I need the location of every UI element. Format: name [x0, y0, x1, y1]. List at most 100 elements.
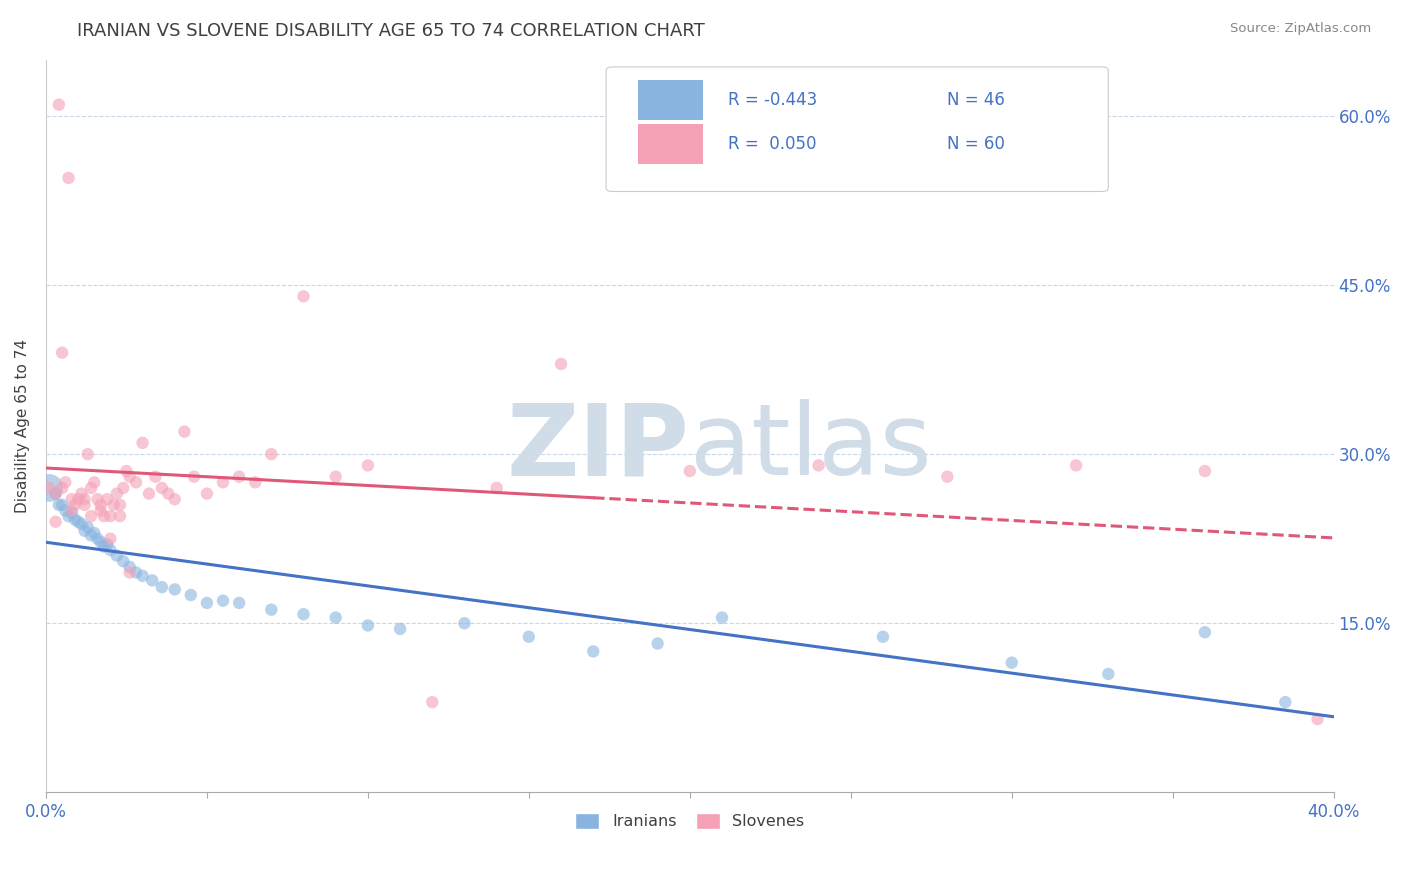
Point — [70, 516, 93, 531]
Point — [73, 524, 96, 538]
Point — [98, 532, 121, 546]
Point — [125, 566, 148, 580]
Point — [1274, 695, 1296, 709]
Point — [325, 610, 347, 624]
Point — [86, 492, 108, 507]
Point — [45, 486, 67, 500]
Point — [1194, 625, 1216, 640]
Point — [150, 580, 173, 594]
Point — [83, 475, 105, 490]
Point — [105, 486, 128, 500]
Point — [485, 481, 508, 495]
Point — [517, 630, 540, 644]
Point — [51, 498, 73, 512]
Point — [711, 610, 734, 624]
Point — [131, 435, 153, 450]
FancyBboxPatch shape — [638, 124, 703, 164]
Point — [58, 509, 80, 524]
Text: R =  0.050: R = 0.050 — [728, 135, 817, 153]
Point — [145, 469, 167, 483]
Point — [180, 588, 202, 602]
Point — [90, 535, 112, 549]
Point — [73, 498, 96, 512]
Point — [48, 498, 70, 512]
Point — [212, 593, 235, 607]
Point — [108, 509, 131, 524]
Point — [70, 486, 93, 500]
Point — [325, 469, 347, 483]
Point — [58, 171, 80, 186]
Point — [115, 464, 138, 478]
Point — [118, 469, 141, 483]
Point — [195, 596, 218, 610]
Point — [292, 607, 315, 622]
Point — [90, 498, 112, 512]
Y-axis label: Disability Age 65 to 74: Disability Age 65 to 74 — [15, 339, 30, 513]
Point — [157, 486, 180, 500]
Point — [76, 447, 98, 461]
Point — [53, 475, 76, 490]
Point — [679, 464, 702, 478]
Text: N = 46: N = 46 — [948, 91, 1005, 109]
Point — [292, 289, 315, 303]
Point — [60, 503, 83, 517]
Point — [141, 574, 163, 588]
Point — [150, 481, 173, 495]
Point — [96, 537, 118, 551]
Point — [118, 566, 141, 580]
FancyBboxPatch shape — [638, 79, 703, 120]
Point — [108, 498, 131, 512]
Point — [420, 695, 443, 709]
Point — [138, 486, 160, 500]
Point — [53, 503, 76, 517]
Point — [98, 509, 121, 524]
Point — [60, 506, 83, 520]
Text: R = -0.443: R = -0.443 — [728, 91, 818, 109]
Point — [228, 596, 250, 610]
Point — [48, 97, 70, 112]
Point — [105, 549, 128, 563]
Point — [125, 475, 148, 490]
Point — [1097, 667, 1119, 681]
Point — [63, 498, 86, 512]
Point — [67, 515, 90, 529]
Point — [163, 582, 186, 597]
Point — [45, 515, 67, 529]
Point — [163, 492, 186, 507]
Point — [195, 486, 218, 500]
Point — [63, 512, 86, 526]
Point — [357, 618, 380, 632]
Point — [96, 492, 118, 507]
Point — [1001, 656, 1024, 670]
Legend: Iranians, Slovenes: Iranians, Slovenes — [569, 806, 811, 836]
Point — [647, 636, 669, 650]
Point — [1194, 464, 1216, 478]
Point — [67, 492, 90, 507]
Point — [245, 475, 267, 490]
Point — [103, 498, 125, 512]
Point — [51, 481, 73, 495]
Point — [73, 492, 96, 507]
Point — [112, 481, 135, 495]
Point — [93, 540, 115, 554]
Point — [118, 559, 141, 574]
FancyBboxPatch shape — [606, 67, 1108, 192]
Point — [60, 492, 83, 507]
Text: ZIP: ZIP — [508, 400, 690, 497]
Point — [357, 458, 380, 473]
Point — [131, 569, 153, 583]
Point — [38, 481, 60, 495]
Point — [260, 603, 283, 617]
Text: N = 60: N = 60 — [948, 135, 1005, 153]
Point — [872, 630, 894, 644]
Point — [550, 357, 572, 371]
Point — [228, 469, 250, 483]
Text: Source: ZipAtlas.com: Source: ZipAtlas.com — [1230, 22, 1371, 36]
Point — [173, 425, 195, 439]
Point — [453, 616, 475, 631]
Point — [936, 469, 959, 483]
Point — [212, 475, 235, 490]
Text: IRANIAN VS SLOVENE DISABILITY AGE 65 TO 74 CORRELATION CHART: IRANIAN VS SLOVENE DISABILITY AGE 65 TO … — [77, 22, 704, 40]
Point — [260, 447, 283, 461]
Point — [807, 458, 830, 473]
